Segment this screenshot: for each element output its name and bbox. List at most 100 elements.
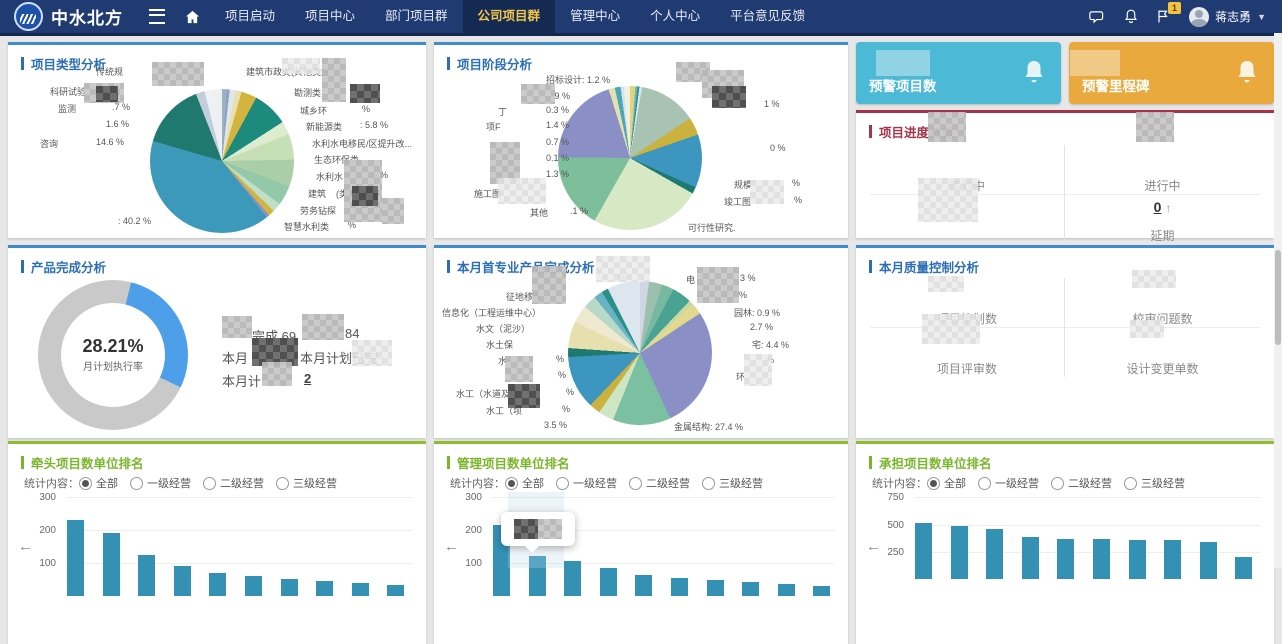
bar[interactable] (635, 574, 653, 596)
bar[interactable] (316, 581, 334, 596)
bar[interactable] (915, 523, 932, 580)
bar[interactable] (173, 566, 191, 596)
radio-level-2[interactable]: 二级经营 (629, 475, 690, 491)
panel-title: 承担项目数单位排名 (869, 453, 1274, 472)
warning-milestones-card[interactable]: 预警里程碑 (1069, 42, 1274, 104)
messages-icon[interactable] (1089, 10, 1106, 24)
stat-completed (870, 195, 1065, 244)
stat-filter-radio-group: 统计内容： 全部 一级经营 二级经营 三级经营 (450, 475, 775, 491)
delayed-count[interactable]: 0 (1153, 199, 1162, 215)
redacted-region (1130, 320, 1164, 338)
chart-label: 科研试验 (50, 87, 87, 97)
redacted-region (697, 267, 739, 303)
chart-label: .7 % (112, 102, 131, 112)
radio-level-3[interactable]: 三级经营 (1124, 475, 1185, 491)
radio-all[interactable]: 全部 (505, 475, 544, 491)
radio-level-2[interactable]: 二级经营 (203, 475, 264, 491)
chart-label: 14.6 % (96, 137, 125, 147)
home-icon[interactable] (185, 10, 200, 24)
nav-item-company-projects[interactable]: 公司项目群 (462, 0, 556, 33)
completion-line-3b: 2 (304, 371, 312, 386)
bar[interactable] (102, 533, 120, 596)
nav-item-personal-center[interactable]: 个人中心 (650, 9, 701, 23)
nav-item-project-center[interactable]: 项目中心 (305, 9, 356, 23)
prev-page-arrow[interactable]: ← (866, 538, 881, 555)
chart-label: % (558, 370, 567, 380)
bar[interactable] (706, 580, 724, 596)
chart-label: % (362, 104, 371, 114)
bar[interactable] (138, 554, 156, 596)
panel-lead-rank: 牵头项目数单位排名 统计内容： 全部 一级经营 二级经营 三级经营 ← 100 2… (8, 441, 426, 644)
radio-level-2[interactable]: 二级经营 (1051, 475, 1112, 491)
scrollbar-thumb[interactable] (1275, 250, 1281, 345)
y-axis-tick: 750 (887, 492, 904, 503)
bar[interactable] (1199, 541, 1217, 580)
chart-label: 1.4 % (546, 120, 570, 130)
chart-label: % (348, 220, 357, 230)
bar[interactable] (564, 561, 582, 596)
user-menu[interactable]: 蒋志勇 ▼ (1189, 6, 1266, 27)
prev-page-arrow[interactable]: ← (444, 538, 459, 555)
bar[interactable] (280, 578, 298, 596)
radio-level-3[interactable]: 三级经营 (276, 475, 337, 491)
redacted-region (928, 112, 966, 142)
panel-project-type: 项目类型分析 传统规 科研试验 监测 .7 % 1.6 % 咨询 14.6 %: 40.2 … (8, 42, 426, 238)
warning-projects-card[interactable]: 预警项目数 (856, 42, 1061, 104)
bar[interactable] (777, 584, 795, 596)
flag-icon[interactable]: 1 (1156, 2, 1182, 24)
chart-label: 信息化（工程运维中心） (442, 308, 542, 318)
panel-project-phase: 项目阶段分析 招标设计: 1.2 % .9 % 丁 0.3 % 项F 1.4 % 0.7 %… (434, 42, 848, 238)
bar[interactable] (209, 572, 227, 596)
bar[interactable] (986, 529, 1004, 580)
redacted-region (596, 256, 650, 282)
undertake-rank-bar-chart: 250 500 750 (856, 444, 1274, 644)
bar[interactable] (950, 525, 968, 580)
notifications-bell-icon[interactable] (1124, 9, 1138, 24)
bar[interactable] (1128, 539, 1146, 580)
redacted-region (1070, 50, 1120, 76)
stat-project-reviews: 项目评审数 (870, 328, 1065, 377)
stat-value (1065, 149, 1260, 175)
nav-item-admin-center[interactable]: 管理中心 (570, 9, 621, 23)
bar[interactable] (599, 567, 617, 596)
brand-logo[interactable]: BIDR 中水北方 (0, 2, 137, 31)
specialty-pie-chart[interactable] (568, 281, 712, 425)
radio-all[interactable]: 全部 (79, 475, 118, 491)
radio-level-1[interactable]: 一级经营 (130, 475, 191, 491)
redacted-region (928, 276, 964, 292)
nav-item-feedback[interactable]: 平台意见反馈 (730, 9, 806, 23)
panel-quality-control: 本月质量控制分析 项目策划数 校审问题数 项目评审数 设计变更单数 (856, 245, 1274, 438)
prev-page-arrow[interactable]: ← (18, 538, 33, 555)
redacted-region (352, 340, 392, 366)
manage-rank-bar-chart: 100 200 300 (434, 444, 848, 644)
menu-toggle-icon[interactable] (149, 9, 165, 24)
chart-label: .1 % (570, 206, 589, 216)
radio-level-1[interactable]: 一级经营 (978, 475, 1039, 491)
redacted-region (490, 142, 520, 184)
bar[interactable] (1021, 536, 1039, 580)
y-axis-tick: 300 (465, 492, 482, 503)
radio-level-1[interactable]: 一级经营 (556, 475, 617, 491)
radio-level-3[interactable]: 三级经营 (702, 475, 763, 491)
bar[interactable] (387, 584, 405, 596)
panel-monthly-specialty: 本月首专业产品完成分析 %征地移民信息化（工程运维中心）水文（泥沙）水土保水%%… (434, 245, 848, 438)
bar[interactable] (1093, 539, 1110, 580)
bar[interactable] (351, 582, 369, 596)
project-type-pie-chart[interactable] (150, 89, 294, 233)
nav-item-project-start[interactable]: 项目启动 (225, 9, 276, 23)
bar[interactable] (742, 582, 760, 596)
bar[interactable] (245, 576, 262, 596)
bar[interactable] (1057, 538, 1075, 580)
project-phase-pie-chart[interactable] (558, 86, 702, 230)
bar[interactable] (1164, 540, 1182, 580)
bar[interactable] (813, 586, 831, 596)
bar[interactable] (67, 520, 84, 596)
radio-all[interactable]: 全部 (927, 475, 966, 491)
nav-item-dept-projects[interactable]: 部门项目群 (385, 9, 448, 23)
redacted-region (350, 84, 380, 103)
bar[interactable] (1235, 556, 1253, 580)
chart-label: 劳务钻探 (300, 206, 337, 216)
chart-label: % (794, 195, 803, 205)
monthly-plan-donut-chart[interactable] (38, 280, 188, 430)
bar[interactable] (671, 577, 688, 596)
